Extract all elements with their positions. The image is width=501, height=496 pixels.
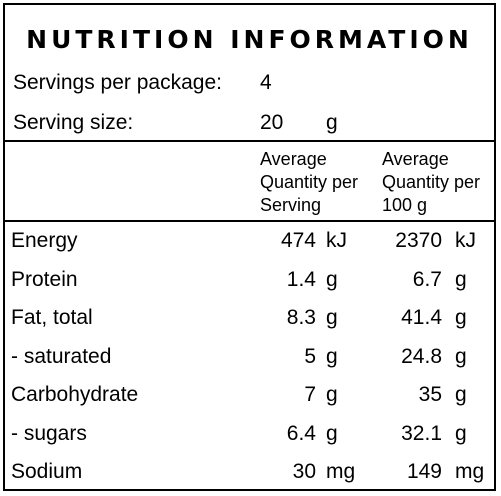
per-serving-value: 6.4 xyxy=(286,422,316,445)
per-100g-header-line: Quantity per xyxy=(382,172,481,192)
divider-top xyxy=(5,140,494,142)
servings-per-package-value: 4 xyxy=(260,71,272,94)
nutrient-row-sugars: - sugars 6.4 g 32.1 g xyxy=(5,416,494,454)
per-serving-unit: g xyxy=(326,383,338,406)
nutrient-row-saturated: - saturated 5 g 24.8 g xyxy=(5,339,494,377)
nutrient-row-protein: Protein 1.4 g 6.7 g xyxy=(5,262,494,300)
nutrient-label: Carbohydrate xyxy=(11,383,139,406)
per-serving-unit: g xyxy=(326,345,338,368)
nutrient-row-carbohydrate: Carbohydrate 7 g 35 g xyxy=(5,377,494,415)
nutrient-label: Fat, total xyxy=(11,306,93,329)
per-serving-header-line: Serving xyxy=(260,195,322,215)
nutrient-label: Protein xyxy=(11,268,78,291)
per-serving-unit: g xyxy=(326,268,338,291)
nutrient-label: Sodium xyxy=(11,460,83,483)
per-serving-value: 30 xyxy=(292,460,316,483)
nutrient-label: - saturated xyxy=(11,345,112,368)
nutrition-panel: NUTRITION INFORMATION Servings per packa… xyxy=(3,3,496,491)
per-serving-value: 8.3 xyxy=(286,306,316,329)
per-100g-value: 41.4 xyxy=(401,306,442,329)
per-100g-unit: g xyxy=(455,345,467,368)
per-100g-header: Average Quantity per 100 g xyxy=(382,148,480,217)
per-100g-header-line: Average xyxy=(382,149,449,169)
per-100g-unit: g xyxy=(455,268,467,291)
per-serving-header: Average Quantity per Serving xyxy=(260,148,358,217)
serving-size-unit: g xyxy=(326,111,338,134)
per-serving-header-line: Average xyxy=(260,149,327,169)
divider-header xyxy=(5,220,494,222)
per-100g-unit: mg xyxy=(455,460,485,483)
serving-size-label: Serving size: xyxy=(13,111,134,134)
per-100g-value: 35 xyxy=(418,383,442,406)
per-serving-value: 474 xyxy=(280,229,316,252)
nutrient-label: Energy xyxy=(11,229,78,252)
nutrient-row-fat-total: Fat, total 8.3 g 41.4 g xyxy=(5,300,494,338)
per-100g-header-line: 100 g xyxy=(382,195,428,215)
per-serving-unit: kJ xyxy=(326,229,347,252)
per-100g-value: 2370 xyxy=(395,229,442,252)
per-100g-unit: g xyxy=(455,422,467,445)
nutrient-label: - sugars xyxy=(11,422,87,445)
per-100g-value: 149 xyxy=(406,460,442,483)
servings-per-package-label: Servings per package: xyxy=(13,71,222,94)
per-serving-value: 5 xyxy=(304,345,316,368)
per-serving-unit: mg xyxy=(326,460,356,483)
per-100g-unit: g xyxy=(455,383,467,406)
per-100g-unit: kJ xyxy=(455,229,476,252)
per-100g-unit: g xyxy=(455,306,467,329)
nutrient-row-sodium: Sodium 30 mg 149 mg xyxy=(5,454,494,492)
per-serving-unit: g xyxy=(326,306,338,329)
per-100g-value: 24.8 xyxy=(401,345,442,368)
per-serving-value: 1.4 xyxy=(286,268,316,291)
serving-size-value: 20 xyxy=(260,111,284,134)
per-serving-unit: g xyxy=(326,422,338,445)
per-serving-value: 7 xyxy=(304,383,316,406)
per-100g-value: 6.7 xyxy=(412,268,442,291)
per-100g-value: 32.1 xyxy=(401,422,442,445)
nutrient-row-energy: Energy 474 kJ 2370 kJ xyxy=(5,223,494,261)
per-serving-header-line: Quantity per xyxy=(260,172,359,192)
panel-title: NUTRITION INFORMATION xyxy=(26,25,473,54)
